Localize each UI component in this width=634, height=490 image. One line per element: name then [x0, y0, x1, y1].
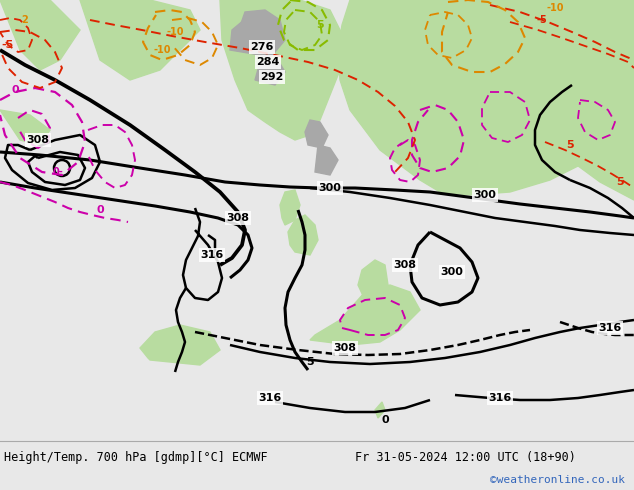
- Text: 308: 308: [27, 135, 49, 145]
- Text: 284: 284: [256, 57, 280, 67]
- Text: -10: -10: [166, 27, 184, 37]
- Polygon shape: [280, 190, 300, 225]
- Polygon shape: [238, 10, 285, 58]
- Polygon shape: [305, 120, 328, 148]
- Text: Fr 31-05-2024 12:00 UTC (18+90): Fr 31-05-2024 12:00 UTC (18+90): [355, 450, 576, 464]
- Polygon shape: [315, 145, 338, 175]
- Text: 300: 300: [441, 267, 463, 277]
- Text: ©weatheronline.co.uk: ©weatheronline.co.uk: [490, 475, 625, 485]
- Text: Height/Temp. 700 hPa [gdmp][°C] ECMWF: Height/Temp. 700 hPa [gdmp][°C] ECMWF: [4, 450, 268, 464]
- Text: 316: 316: [200, 250, 224, 260]
- Polygon shape: [375, 402, 385, 418]
- Text: -5: -5: [2, 40, 14, 50]
- Text: 0: 0: [96, 205, 104, 215]
- Text: -10: -10: [547, 3, 564, 13]
- Text: 0: 0: [11, 85, 19, 95]
- Text: 308: 308: [394, 260, 417, 270]
- Text: 308: 308: [226, 213, 250, 223]
- Text: 300: 300: [318, 183, 342, 193]
- Text: 5: 5: [566, 140, 574, 150]
- Polygon shape: [220, 0, 345, 140]
- Polygon shape: [310, 285, 420, 345]
- Text: 292: 292: [261, 72, 283, 82]
- Polygon shape: [140, 325, 220, 365]
- Text: 0-: 0-: [53, 167, 63, 177]
- Text: 5: 5: [616, 177, 624, 187]
- Polygon shape: [338, 0, 634, 195]
- Polygon shape: [540, 0, 634, 200]
- Text: -5: -5: [536, 15, 547, 25]
- Text: 276: 276: [250, 42, 274, 52]
- Text: 5: 5: [306, 357, 314, 367]
- Text: 308: 308: [333, 343, 356, 353]
- Text: -10: -10: [153, 45, 171, 55]
- Polygon shape: [255, 60, 285, 85]
- Text: 316: 316: [598, 323, 621, 333]
- Text: 5: 5: [316, 20, 324, 30]
- Polygon shape: [0, 110, 50, 145]
- Polygon shape: [288, 215, 318, 255]
- Polygon shape: [80, 0, 200, 80]
- Text: 316: 316: [259, 393, 281, 403]
- Text: 0: 0: [381, 415, 389, 425]
- Polygon shape: [358, 260, 388, 302]
- Polygon shape: [0, 0, 80, 70]
- Text: 316: 316: [488, 393, 512, 403]
- Polygon shape: [230, 15, 280, 55]
- Text: 300: 300: [474, 190, 496, 200]
- Text: 2: 2: [22, 15, 29, 25]
